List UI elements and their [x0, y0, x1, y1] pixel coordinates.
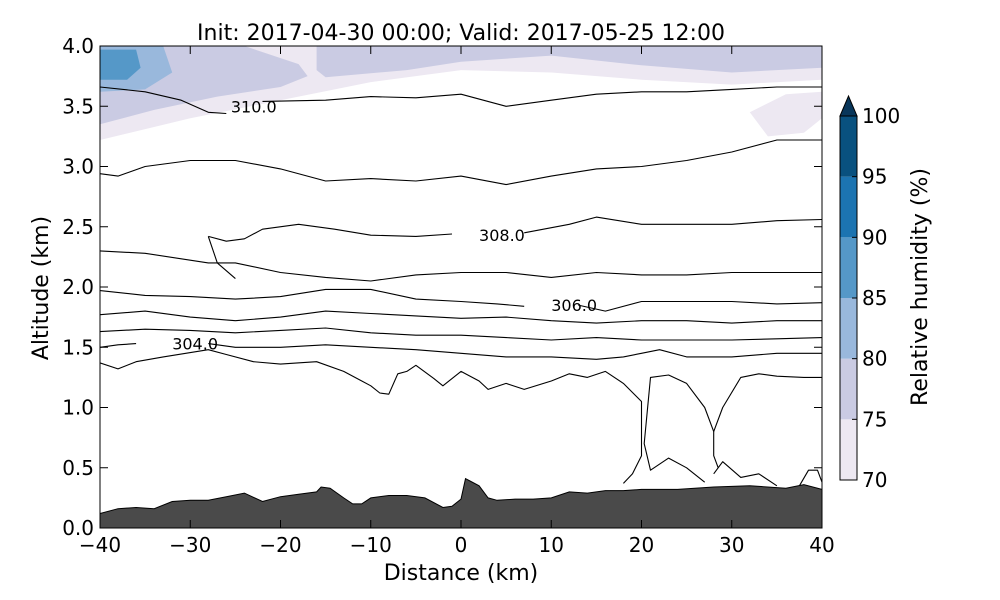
contour-label-306.0: 306.0 [551, 296, 597, 315]
contour-label-310.0: 310.0 [231, 97, 277, 116]
colorbar-tick-label: 95 [862, 165, 887, 189]
colorbar: 70 75 80 85 90 95 100 [839, 94, 900, 492]
colorbar-tick-label: 80 [862, 347, 887, 371]
y-tick-label: 2.0 [62, 275, 94, 299]
colorbar-tick-label: 100 [862, 104, 900, 128]
x-axis: −40 −30 −20 −10 0 10 20 30 40 [79, 46, 835, 557]
contour-label-308.0: 308.0 [479, 226, 525, 245]
colorbar-tick-label: 70 [862, 468, 887, 492]
theta-contour-line [100, 139, 822, 186]
theta-contour-line [100, 343, 137, 348]
y-tick-label: 1.0 [62, 396, 94, 420]
colorbar-tick-label: 90 [862, 225, 887, 249]
rh-filled-contours [100, 46, 822, 140]
x-tick-label: 10 [539, 533, 564, 557]
rh-region-85-90 [100, 49, 141, 80]
terrain [100, 477, 822, 528]
theta-contours [100, 86, 822, 487]
colorbar-tick-label: 85 [862, 286, 887, 310]
y-tick-label: 1.5 [62, 335, 94, 359]
x-tick-label: −20 [259, 533, 301, 557]
colorbar-segment [840, 176, 857, 238]
colorbar-segment [840, 116, 857, 177]
colorbar-segment [840, 419, 857, 480]
theta-contour-line [208, 343, 822, 360]
plot-area [100, 46, 822, 528]
y-tick-label: 4.0 [62, 34, 94, 58]
theta-contour-line [578, 300, 822, 312]
colorbar-tick-label: 75 [862, 407, 887, 431]
y-tick-label: 0.0 [62, 516, 94, 540]
x-tick-label: −40 [79, 533, 121, 557]
rh-region-75-80 [316, 46, 822, 78]
x-tick-label: 40 [809, 533, 834, 557]
theta-contour-line [100, 349, 643, 484]
theta-contour-line [713, 461, 778, 487]
theta-contour-line [100, 86, 227, 115]
x-tick-label: −30 [169, 533, 211, 557]
theta-contour-line [207, 236, 236, 280]
x-tick-label: 0 [455, 533, 468, 557]
theta-contour-line [643, 374, 719, 483]
theta-contour-line [262, 86, 822, 107]
x-axis-label: Distance (km) [384, 561, 539, 586]
theta-contour-line [713, 373, 822, 432]
theta-contour-line [100, 288, 525, 307]
y-tick-label: 2.5 [62, 215, 94, 239]
terrain-fill [100, 477, 822, 528]
y-tick-label: 3.0 [62, 155, 94, 179]
chart-title: Init: 2017-04-30 00:00; Valid: 2017-05-2… [197, 21, 725, 46]
theta-contour-line [100, 310, 822, 324]
theta-contour-line [798, 469, 822, 487]
y-axis-label: Altitude (km) [29, 216, 54, 360]
y-axis: 0.0 0.5 1.0 1.5 2.0 2.5 3.0 3.5 4.0 [62, 34, 822, 540]
x-tick-label: 20 [629, 533, 654, 557]
y-tick-label: 0.5 [62, 456, 94, 480]
colorbar-segment [840, 298, 857, 359]
theta-contour-line [208, 223, 453, 242]
theta-contour-line [100, 327, 822, 341]
theta-contour-line [100, 250, 822, 282]
contour-label-304.0: 304.0 [172, 335, 218, 354]
theta-contour-line [524, 216, 822, 234]
colorbar-segment [840, 237, 857, 298]
colorbar-segment [840, 358, 857, 420]
theta-contour-labels: 310.0 308.0 306.0 304.0 [172, 97, 597, 353]
colorbar-label: Relative humidity (%) [908, 168, 933, 406]
x-tick-label: 30 [719, 533, 744, 557]
y-tick-label: 3.5 [62, 94, 94, 118]
x-tick-label: −10 [350, 533, 392, 557]
